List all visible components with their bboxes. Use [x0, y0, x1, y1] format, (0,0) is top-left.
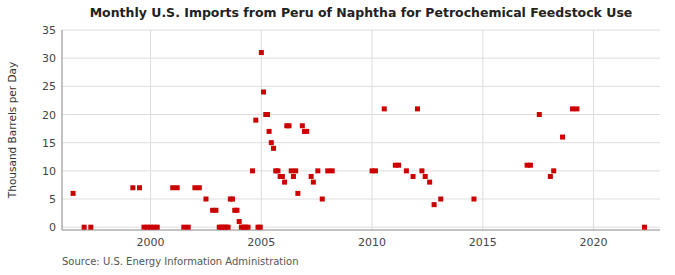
point — [259, 50, 264, 55]
point — [570, 106, 575, 111]
point — [293, 168, 298, 173]
x-grid-line — [372, 30, 373, 230]
point — [287, 123, 292, 128]
point — [309, 174, 314, 179]
y-tick-label: 0 — [49, 221, 56, 234]
point — [300, 123, 305, 128]
point — [265, 112, 270, 117]
point — [311, 180, 316, 185]
point — [213, 208, 218, 213]
point — [537, 112, 542, 117]
point — [269, 140, 274, 145]
point — [192, 185, 197, 190]
point — [130, 185, 135, 190]
point — [246, 225, 251, 230]
point — [282, 180, 287, 185]
point — [548, 174, 553, 179]
point — [250, 168, 255, 173]
point — [419, 168, 424, 173]
point — [275, 168, 280, 173]
point — [373, 168, 378, 173]
y-grid-line — [62, 142, 660, 143]
point — [280, 174, 285, 179]
source-note: Source: U.S. Energy Information Administ… — [62, 256, 299, 267]
point — [267, 129, 272, 134]
point — [234, 208, 239, 213]
point — [560, 135, 565, 140]
point — [181, 225, 186, 230]
y-axis-label: Thousand Barrels per Day — [6, 62, 18, 199]
point — [423, 174, 428, 179]
y-tick-label: 5 — [49, 193, 56, 206]
point — [258, 225, 263, 230]
point — [325, 168, 330, 173]
point — [438, 197, 443, 202]
point — [261, 89, 266, 94]
point — [82, 225, 87, 230]
point — [432, 202, 437, 207]
point — [175, 185, 180, 190]
point — [226, 225, 231, 230]
grid — [62, 30, 660, 230]
point — [289, 168, 294, 173]
y-tick-label: 10 — [42, 165, 56, 178]
point — [396, 163, 401, 168]
point — [88, 225, 93, 230]
point — [574, 106, 579, 111]
point — [551, 168, 556, 173]
point — [186, 225, 191, 230]
y-tick-label: 25 — [42, 80, 56, 93]
x-tick-label: 2015 — [469, 236, 497, 249]
x-grid-line — [261, 30, 262, 230]
point — [197, 185, 202, 190]
point — [295, 191, 300, 196]
point — [230, 197, 235, 202]
y-tick-label: 20 — [42, 109, 56, 122]
point — [253, 118, 258, 123]
y-tick-label: 30 — [42, 52, 56, 65]
point — [411, 174, 416, 179]
point — [404, 168, 409, 173]
point — [170, 185, 175, 190]
point — [71, 191, 76, 196]
x-grid-line — [482, 30, 483, 230]
title: Monthly U.S. Imports from Peru of Naphth… — [90, 5, 633, 20]
point — [315, 168, 320, 173]
point — [203, 197, 208, 202]
x-tick-label: 2000 — [137, 236, 165, 249]
point — [427, 180, 432, 185]
point — [642, 225, 647, 230]
y-axis-line — [62, 30, 63, 230]
points — [71, 50, 647, 230]
y-grid-line — [62, 30, 660, 31]
x-tick-label: 2020 — [580, 236, 608, 249]
point — [304, 129, 309, 134]
y-grid-line — [62, 170, 660, 171]
point — [320, 197, 325, 202]
point — [471, 197, 476, 202]
y-tick-label: 35 — [42, 24, 56, 37]
point — [271, 146, 276, 151]
x-tick-label: 2010 — [358, 236, 386, 249]
point — [155, 225, 160, 230]
point — [528, 163, 533, 168]
y-grid-line — [62, 86, 660, 87]
y-tick-label: 15 — [42, 137, 56, 150]
point — [382, 106, 387, 111]
y-grid-line — [62, 114, 660, 115]
x-tick-label: 2005 — [247, 236, 275, 249]
y-grid-line — [62, 199, 660, 200]
x-grid-line — [150, 30, 151, 230]
point — [291, 174, 296, 179]
point — [415, 106, 420, 111]
chart: 0 5 10 15 20 25 30 35 2000 2005 2010 2015 2020 Monthl… — [0, 0, 675, 275]
x-grid-line — [593, 30, 594, 230]
point — [330, 168, 335, 173]
y-grid-line — [62, 58, 660, 59]
point — [237, 219, 242, 224]
point — [137, 185, 142, 190]
